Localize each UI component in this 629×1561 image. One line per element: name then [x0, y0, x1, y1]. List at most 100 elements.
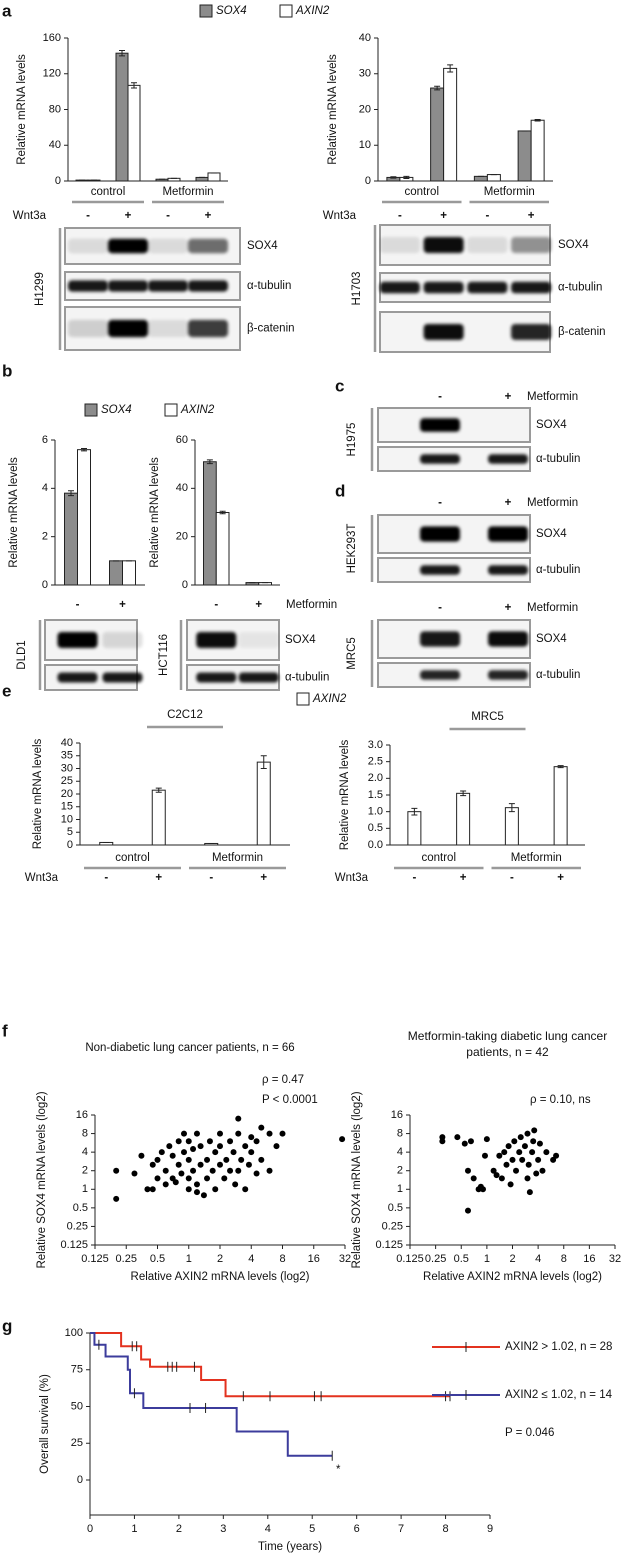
scatter-point — [158, 1149, 165, 1156]
scatter-point — [204, 1175, 211, 1182]
scatter-point — [483, 1136, 490, 1143]
scatter-point — [197, 1161, 204, 1168]
band-label: SOX4 — [536, 633, 567, 645]
scatter-point — [496, 1152, 503, 1159]
panel-letter: b — [2, 361, 12, 380]
legend-swatch — [164, 403, 178, 417]
y-tick-label: 25 — [61, 775, 73, 787]
x-tick-label: 4 — [535, 1253, 541, 1265]
chart-title-box: Metformin-taking diabetic lung cancer pa… — [407, 1029, 608, 1059]
x-tick-label: 0.5 — [454, 1253, 469, 1265]
blot-band — [57, 672, 98, 683]
scatter-point — [232, 1181, 239, 1188]
bar — [530, 119, 545, 182]
chart-title: Metformin-taking diabetic lung cancer pa… — [407, 1029, 608, 1059]
y-tick-label: 0.0 — [368, 839, 383, 851]
scatter-point — [258, 1156, 265, 1163]
scatter-point — [467, 1138, 474, 1145]
error-bar — [508, 803, 515, 813]
annotation: ρ = 0.10, ns — [530, 1094, 591, 1106]
chart-title: C2C12 — [167, 709, 203, 721]
x-tick-label: 2 — [217, 1253, 223, 1265]
scatter-point — [212, 1149, 219, 1156]
category-label: + — [119, 599, 126, 611]
panel-letter: d — [335, 481, 345, 500]
x-axis-label: Relative AXIN2 mRNA levels (log2) — [423, 1271, 602, 1283]
y-tick-label: 100 — [65, 1327, 83, 1339]
scatter-point — [230, 1149, 237, 1156]
legend-label: SOX4 — [101, 404, 132, 416]
bar — [215, 512, 230, 586]
y-tick-label: 25 — [71, 1437, 83, 1449]
error-bar — [447, 64, 454, 73]
y-tick-label: 0.125 — [60, 1239, 88, 1251]
error-bar — [557, 765, 564, 769]
y-tick-label: 2 — [397, 1165, 403, 1177]
x-tick-label: 9 — [487, 1523, 493, 1535]
scatter-point — [529, 1149, 536, 1156]
x-tick-label: 8 — [279, 1253, 285, 1265]
category-label: - — [104, 872, 108, 884]
scatter-point — [505, 1143, 512, 1150]
scatter-point — [253, 1138, 260, 1145]
blot-band — [68, 319, 108, 338]
y-tick-label: 5 — [67, 826, 73, 838]
bar — [553, 766, 568, 846]
group-label: control — [91, 186, 126, 198]
legend-swatch — [279, 4, 293, 18]
band-label: SOX4 — [536, 419, 567, 431]
y-axis-label: Relative mRNA levels — [339, 739, 351, 850]
blot-band — [188, 280, 228, 292]
scatter-point — [501, 1149, 508, 1156]
error-bar — [219, 510, 226, 515]
bar — [127, 84, 141, 182]
scatter-point — [242, 1186, 249, 1193]
row-label: Metformin — [286, 599, 337, 611]
scatter-point — [526, 1189, 533, 1196]
category-label: + — [440, 210, 447, 222]
y-tick-label: 10 — [359, 139, 371, 151]
x-tick-label: 1 — [186, 1253, 192, 1265]
error-bar — [155, 787, 162, 793]
scatter-point — [273, 1143, 280, 1150]
y-tick-label: 10 — [61, 813, 73, 825]
panel-letter: f — [2, 1021, 8, 1040]
scatter-point — [525, 1161, 532, 1168]
scatter-point — [543, 1149, 550, 1156]
scatter-point — [493, 1172, 500, 1179]
y-tick-label: 0 — [365, 175, 371, 187]
scatter-point — [149, 1186, 156, 1193]
x-tick-label: 16 — [308, 1253, 320, 1265]
category-label: - — [485, 210, 489, 222]
cell-line-label: HCT116 — [158, 634, 170, 676]
blot-band — [238, 632, 279, 648]
scatter-point — [190, 1167, 197, 1174]
scatter-point — [190, 1145, 197, 1152]
bar — [407, 811, 422, 846]
x-tick-label: 0 — [87, 1523, 93, 1535]
scatter-point — [464, 1167, 471, 1174]
x-tick-label: 16 — [583, 1253, 595, 1265]
treatment-label: Metformin — [527, 602, 578, 614]
y-tick-label: 8 — [397, 1127, 403, 1139]
x-tick-label: 6 — [354, 1523, 360, 1535]
legend-label: AXIN2 > 1.02, n = 28 — [505, 1341, 612, 1353]
blot-band — [379, 237, 420, 253]
y-tick-label: 4 — [42, 482, 48, 494]
legend-swatch — [296, 692, 310, 706]
scatter-point — [144, 1186, 151, 1193]
cell-line-label: H1703 — [351, 272, 363, 306]
x-tick-label: 2 — [176, 1523, 182, 1535]
y-tick-label: 8 — [82, 1127, 88, 1139]
x-tick-label: 0.5 — [150, 1253, 165, 1265]
scatter-point — [248, 1134, 255, 1141]
y-tick-label: 0 — [77, 1474, 83, 1486]
legend-label: AXIN2 — [312, 693, 347, 705]
bar — [115, 52, 129, 182]
y-axis-label: Relative mRNA levels — [327, 54, 339, 165]
blot-band — [423, 281, 464, 294]
bar — [430, 87, 445, 182]
blot-band — [108, 238, 148, 254]
scatter-point — [507, 1181, 514, 1188]
